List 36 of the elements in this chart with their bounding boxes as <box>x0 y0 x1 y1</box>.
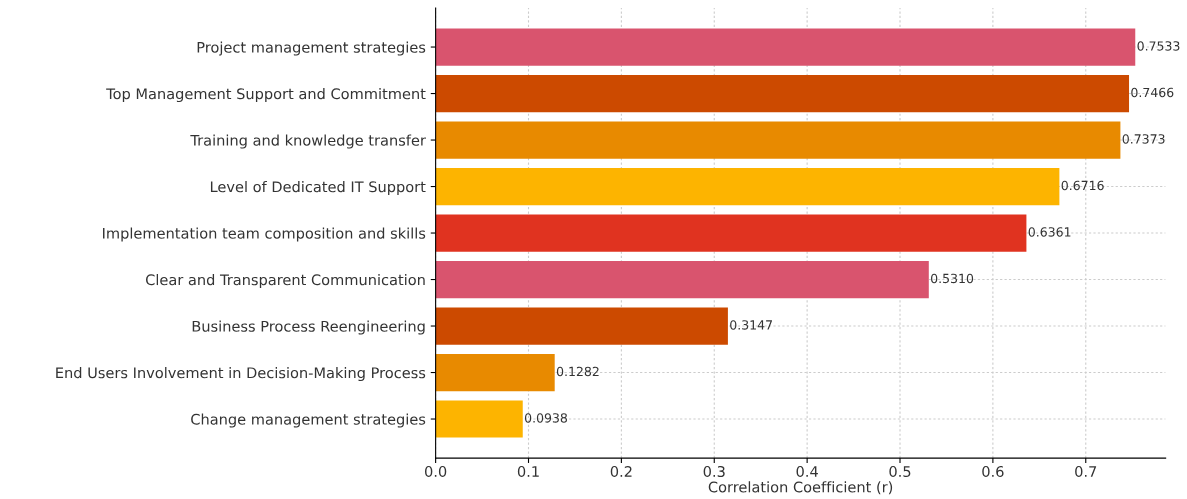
y-tick-label: Project management strategies <box>197 41 426 56</box>
y-tick-label: Top Management Support and Commitment <box>106 88 426 103</box>
bar <box>435 167 1060 206</box>
data-label: 0.6361 <box>1028 227 1071 237</box>
x-tick-label: 0.6 <box>982 465 1004 478</box>
y-tick-label: Implementation team composition and skills <box>103 227 426 242</box>
x-tick-label: 0.7 <box>1075 465 1097 478</box>
y-tick-label: Training and knowledge transfer <box>190 134 426 149</box>
bar <box>435 28 1136 66</box>
x-tick-label: 0.5 <box>889 465 911 478</box>
bar <box>435 353 555 392</box>
bar <box>435 260 929 299</box>
bar <box>435 214 1027 252</box>
bar <box>435 307 728 345</box>
x-axis-title: Correlation Coefficient (r) <box>708 481 893 495</box>
bar <box>435 74 1130 113</box>
y-tick-label: End Users Involvement in Decision-Making Process <box>56 366 426 382</box>
data-label: 0.1282 <box>556 366 599 377</box>
x-tick-label: 0.3 <box>703 465 725 478</box>
data-label: 0.0938 <box>524 413 568 423</box>
x-tick-label: 0.2 <box>610 465 632 478</box>
data-label: 0.7373 <box>1122 134 1165 144</box>
y-tick-label: Business Process Reengineering <box>192 320 425 335</box>
data-label: 0.7466 <box>1131 87 1174 98</box>
x-tick-label: 0.4 <box>796 465 818 478</box>
y-tick-label: Clear and Transparent Communication <box>145 273 425 289</box>
bar <box>435 121 1121 159</box>
x-tick-label: 0.0 <box>424 465 447 478</box>
data-label: 0.3147 <box>730 320 772 330</box>
x-tick-label: 0.1 <box>517 465 539 478</box>
data-label: 0.6716 <box>1061 180 1104 191</box>
y-tick-label: Level of Dedicated IT Support <box>210 180 426 196</box>
bar <box>435 400 523 438</box>
y-tick-label: Change management strategies <box>191 413 426 428</box>
data-label: 0.7533 <box>1137 41 1180 51</box>
data-label: 0.5310 <box>931 273 974 284</box>
